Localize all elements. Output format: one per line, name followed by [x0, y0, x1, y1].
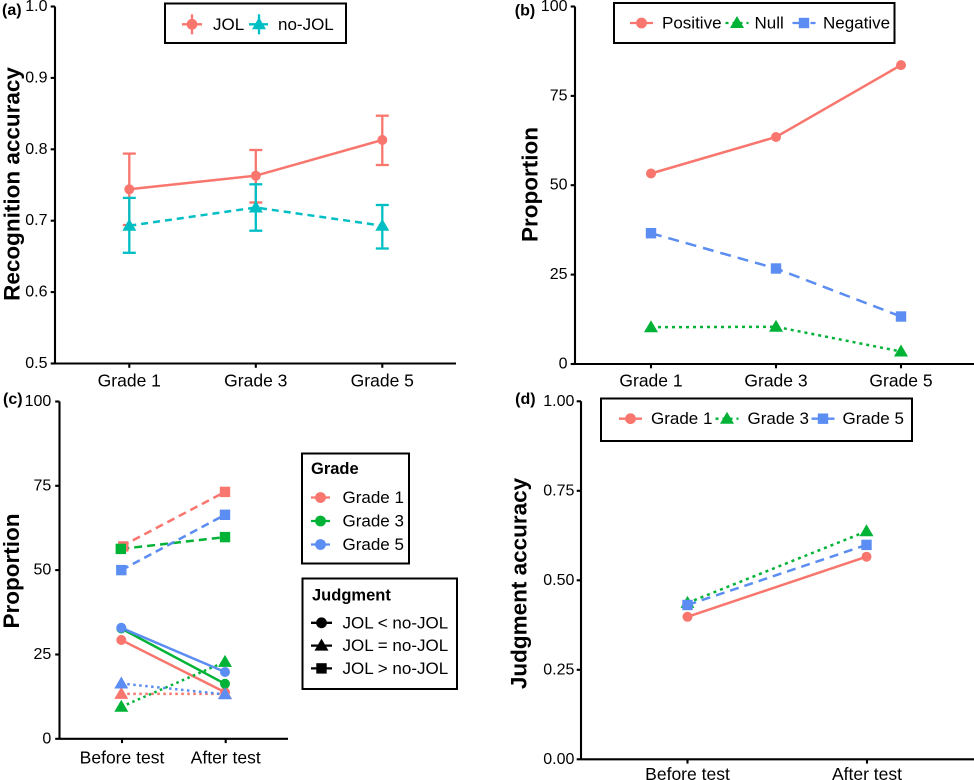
svg-text:25: 25 [550, 266, 568, 283]
svg-text:After test: After test [191, 747, 261, 767]
svg-text:Proportion: Proportion [518, 127, 543, 242]
svg-text:Grade 1: Grade 1 [98, 371, 161, 391]
svg-text:(b): (b) [515, 2, 535, 19]
svg-text:JOL < no-JOL: JOL < no-JOL [343, 613, 449, 632]
svg-text:Proportion: Proportion [0, 514, 24, 629]
svg-text:0: 0 [559, 356, 568, 373]
svg-text:(d): (d) [515, 391, 535, 408]
svg-text:Positive: Positive [662, 14, 722, 33]
svg-text:50: 50 [550, 177, 568, 194]
svg-text:Judgment: Judgment [312, 587, 391, 605]
svg-text:100: 100 [25, 393, 52, 410]
svg-text:Grade 3: Grade 3 [343, 512, 404, 531]
svg-text:Grade: Grade [311, 460, 359, 478]
svg-text:0.8: 0.8 [25, 141, 47, 158]
svg-text:0.9: 0.9 [25, 69, 47, 86]
svg-text:JOL > no-JOL: JOL > no-JOL [343, 659, 449, 678]
svg-text:75: 75 [34, 477, 52, 494]
svg-text:Grade 5: Grade 5 [351, 371, 414, 391]
svg-text:Recognition accuracy: Recognition accuracy [0, 67, 25, 301]
svg-text:Grade 5: Grade 5 [343, 535, 404, 554]
svg-text:Negative: Negative [823, 14, 890, 33]
svg-text:no-JOL: no-JOL [278, 15, 334, 34]
svg-text:0.00: 0.00 [543, 751, 574, 768]
svg-text:Grade 3: Grade 3 [744, 371, 807, 391]
svg-text:1.00: 1.00 [543, 393, 574, 410]
svg-text:After test: After test [832, 764, 902, 780]
svg-text:50: 50 [34, 562, 52, 579]
svg-text:JOL = no-JOL: JOL = no-JOL [343, 636, 449, 655]
svg-text:Null: Null [755, 14, 784, 33]
svg-text:0.5: 0.5 [25, 355, 47, 372]
svg-text:Before test: Before test [645, 764, 730, 780]
svg-text:JOL: JOL [213, 15, 244, 34]
svg-text:0.7: 0.7 [25, 212, 47, 229]
svg-text:1.0: 1.0 [25, 0, 47, 15]
svg-text:0.6: 0.6 [25, 284, 47, 301]
svg-text:0.25: 0.25 [543, 661, 574, 678]
svg-text:(a): (a) [2, 2, 22, 19]
svg-text:Grade 1: Grade 1 [619, 371, 682, 391]
svg-text:Grade 5: Grade 5 [869, 371, 932, 391]
svg-text:Grade 3: Grade 3 [224, 371, 287, 391]
svg-text:100: 100 [541, 0, 568, 15]
svg-text:Judgment accuracy: Judgment accuracy [507, 477, 532, 689]
svg-text:Grade 1: Grade 1 [651, 409, 712, 428]
svg-text:75: 75 [550, 87, 568, 104]
svg-text:25: 25 [34, 646, 52, 663]
svg-text:(c): (c) [3, 391, 23, 408]
svg-text:Grade 3: Grade 3 [748, 409, 809, 428]
svg-text:Before test: Before test [80, 747, 165, 767]
svg-text:Grade 1: Grade 1 [343, 488, 404, 507]
svg-text:0.50: 0.50 [543, 572, 574, 589]
svg-text:0: 0 [42, 730, 51, 747]
svg-text:Grade 5: Grade 5 [843, 409, 904, 428]
svg-text:0.75: 0.75 [543, 482, 574, 499]
